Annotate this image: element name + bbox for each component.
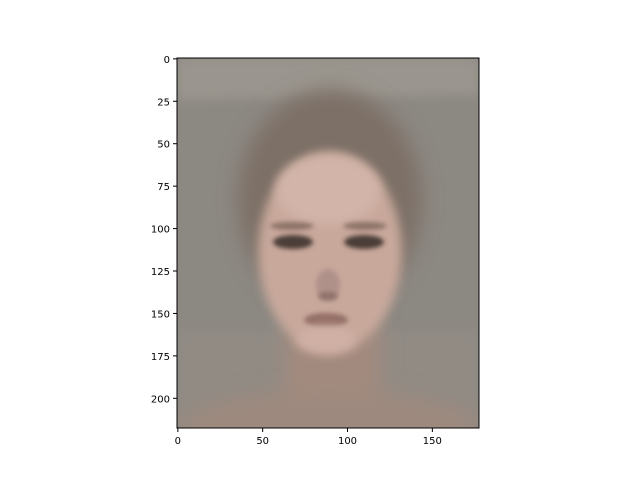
y-tick-label: 50	[157, 140, 170, 151]
x-tick-label: 0	[175, 436, 181, 447]
y-tick-label: 175	[151, 352, 170, 363]
shoulder-region	[180, 390, 479, 428]
y-tick-label: 0	[164, 55, 170, 66]
x-tick-label: 150	[423, 436, 442, 447]
mouth	[304, 313, 348, 327]
x-axis: 0 50 100 150	[175, 428, 442, 447]
right-eye	[344, 235, 384, 249]
x-tick-label: 50	[256, 436, 269, 447]
image-background-light	[177, 58, 479, 100]
y-tick-label: 200	[151, 394, 170, 405]
left-brow	[270, 222, 314, 230]
nose-shadow	[318, 292, 338, 300]
y-tick-label: 25	[157, 97, 170, 108]
left-eye	[273, 235, 313, 249]
right-brow	[343, 222, 387, 230]
y-tick-label: 125	[151, 267, 170, 278]
y-tick-label: 75	[157, 182, 170, 193]
y-tick-label: 100	[151, 225, 170, 236]
chin-highlight	[296, 326, 356, 354]
x-tick-label: 100	[338, 436, 357, 447]
axes-frame	[176, 57, 480, 429]
image-area	[177, 58, 479, 428]
forehead-highlight	[276, 155, 380, 225]
y-axis: 0 25 50 75 100 125 150 175 200	[151, 55, 177, 405]
y-tick-label: 150	[151, 309, 170, 320]
